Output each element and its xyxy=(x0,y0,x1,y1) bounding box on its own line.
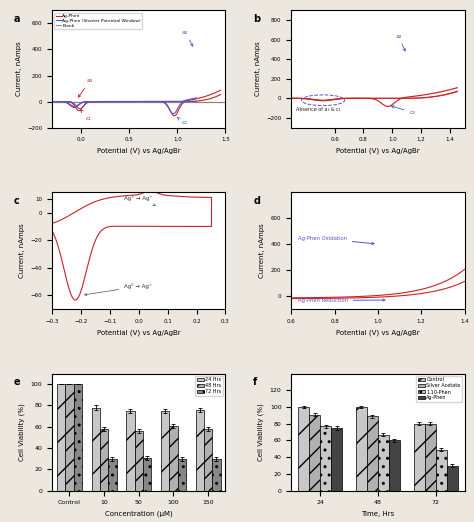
Bar xyxy=(298,407,309,491)
Text: Absence of a₁ & c₁: Absence of a₁ & c₁ xyxy=(296,107,340,112)
Blank xyxy=(191,99,197,105)
Bar xyxy=(73,384,82,491)
Text: b: b xyxy=(253,14,260,24)
Ag-Phen (Shorter Potential Window) xyxy=(97,99,103,105)
Legend: Ag-Phen, Ag-Phen (Shorter Potential Window), Blank: Ag-Phen, Ag-Phen (Shorter Potential Wind… xyxy=(55,13,142,29)
X-axis label: Concentration (μM): Concentration (μM) xyxy=(105,511,173,517)
Bar xyxy=(378,435,389,491)
Bar xyxy=(204,429,212,491)
Blank xyxy=(219,99,224,105)
Bar xyxy=(331,428,342,491)
X-axis label: Potential (V) vs Ag/AgBr: Potential (V) vs Ag/AgBr xyxy=(97,329,181,336)
Bar xyxy=(178,459,186,491)
Blank xyxy=(153,99,158,105)
Y-axis label: Current, nAmps: Current, nAmps xyxy=(255,42,261,97)
Bar xyxy=(356,407,367,491)
Y-axis label: Cell Viability (%): Cell Viability (%) xyxy=(258,403,264,461)
Y-axis label: Current, nAmps: Current, nAmps xyxy=(259,223,265,278)
Ag-Phen xyxy=(172,113,177,119)
Ag-Phen (Shorter Potential Window) xyxy=(128,99,134,105)
Legend: 24 Hrs, 48 Hrs, 72 Hrs: 24 Hrs, 48 Hrs, 72 Hrs xyxy=(195,376,223,396)
Bar xyxy=(196,410,204,491)
Bar xyxy=(143,458,151,491)
Text: c₂: c₂ xyxy=(392,105,416,115)
Ag-Phen xyxy=(208,91,213,98)
Bar xyxy=(100,429,108,491)
Bar xyxy=(447,466,457,491)
Blank xyxy=(49,99,55,105)
Text: a₁: a₁ xyxy=(78,78,93,97)
Blank xyxy=(133,99,138,105)
Ag-Phen xyxy=(49,99,55,105)
Blank xyxy=(223,99,228,105)
Text: c: c xyxy=(14,196,20,206)
Text: Ag-Phen Reduction: Ag-Phen Reduction xyxy=(298,298,385,303)
Bar xyxy=(126,411,135,491)
Text: c₂: c₂ xyxy=(177,117,188,125)
Ag-Phen (Shorter Potential Window) xyxy=(156,99,162,105)
Text: a: a xyxy=(14,14,20,24)
Bar xyxy=(65,384,73,491)
Ag-Phen xyxy=(115,99,121,105)
Ag-Phen (Shorter Potential Window) xyxy=(49,99,55,105)
Bar xyxy=(161,411,169,491)
Bar xyxy=(389,441,400,491)
Bar xyxy=(320,426,331,491)
Text: a₂: a₂ xyxy=(182,30,193,46)
Bar xyxy=(212,459,220,491)
Bar xyxy=(108,459,117,491)
Ag-Phen (Shorter Potential Window) xyxy=(85,99,91,105)
Y-axis label: Current, nAmps: Current, nAmps xyxy=(19,223,25,278)
Bar xyxy=(57,384,65,491)
X-axis label: Potential (V) vs Ag/AgBr: Potential (V) vs Ag/AgBr xyxy=(97,148,181,155)
Bar xyxy=(135,431,143,491)
Ag-Phen xyxy=(120,99,126,105)
Text: d: d xyxy=(253,196,260,206)
Text: Ag⁺ → Ag⁺: Ag⁺ → Ag⁺ xyxy=(124,196,155,206)
X-axis label: Time, Hrs: Time, Hrs xyxy=(361,511,394,517)
X-axis label: Potential (V) vs Ag/AgBr: Potential (V) vs Ag/AgBr xyxy=(336,329,419,336)
Blank xyxy=(132,99,137,105)
Blank xyxy=(143,99,149,105)
Bar xyxy=(309,414,320,491)
Text: Ag-Phen Oxidation: Ag-Phen Oxidation xyxy=(298,236,374,244)
Text: f: f xyxy=(253,377,257,387)
Ag-Phen xyxy=(73,104,78,110)
Bar xyxy=(169,426,178,491)
Bar xyxy=(91,408,100,491)
Y-axis label: Cell Viability (%): Cell Viability (%) xyxy=(19,403,25,461)
Ag-Phen (Shorter Potential Window) xyxy=(171,111,176,117)
Ag-Phen xyxy=(110,99,116,105)
X-axis label: Potential (V) vs Ag/AgBr: Potential (V) vs Ag/AgBr xyxy=(336,148,419,155)
Bar xyxy=(367,416,378,491)
Text: e: e xyxy=(14,377,21,387)
Bar xyxy=(414,424,425,491)
Line: Ag-Phen (Shorter Potential Window): Ag-Phen (Shorter Potential Window) xyxy=(52,98,197,114)
Ag-Phen (Shorter Potential Window) xyxy=(194,94,200,101)
Legend: Control, Silver Acetate, 1,10-Phen, Ag-Phen: Control, Silver Acetate, 1,10-Phen, Ag-P… xyxy=(416,376,462,402)
Ag-Phen xyxy=(218,87,223,93)
Bar xyxy=(425,424,436,491)
Bar xyxy=(436,449,447,491)
Line: Ag-Phen: Ag-Phen xyxy=(52,90,220,116)
Text: c₁: c₁ xyxy=(81,110,92,121)
Ag-Phen (Shorter Potential Window) xyxy=(168,109,173,115)
Ag-Phen (Shorter Potential Window) xyxy=(109,99,114,105)
Ag-Phen xyxy=(90,99,95,105)
Text: Ag⁰ → Ag⁺: Ag⁰ → Ag⁺ xyxy=(84,283,152,295)
Y-axis label: Current, nAmps: Current, nAmps xyxy=(16,42,22,97)
Text: a₂: a₂ xyxy=(395,34,405,51)
